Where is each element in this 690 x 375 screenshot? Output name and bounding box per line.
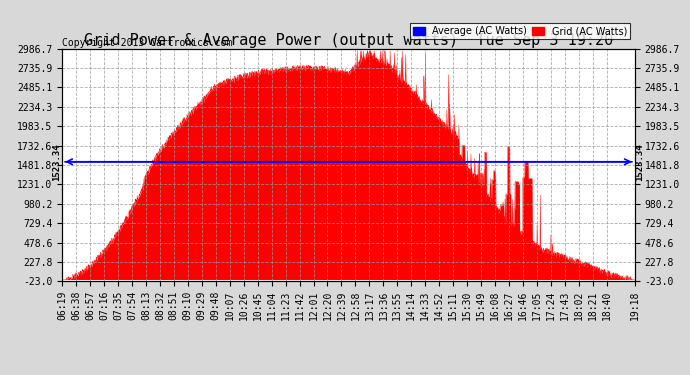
Text: 1523.34: 1523.34 [635,143,644,181]
Legend: Average (AC Watts), Grid (AC Watts): Average (AC Watts), Grid (AC Watts) [410,23,630,39]
Title: Grid Power & Average Power (output watts)  Tue Sep 3 19:20: Grid Power & Average Power (output watts… [83,33,613,48]
Text: 1523.34: 1523.34 [52,143,61,181]
Text: Copyright 2013 Cartronics.com: Copyright 2013 Cartronics.com [62,38,233,48]
